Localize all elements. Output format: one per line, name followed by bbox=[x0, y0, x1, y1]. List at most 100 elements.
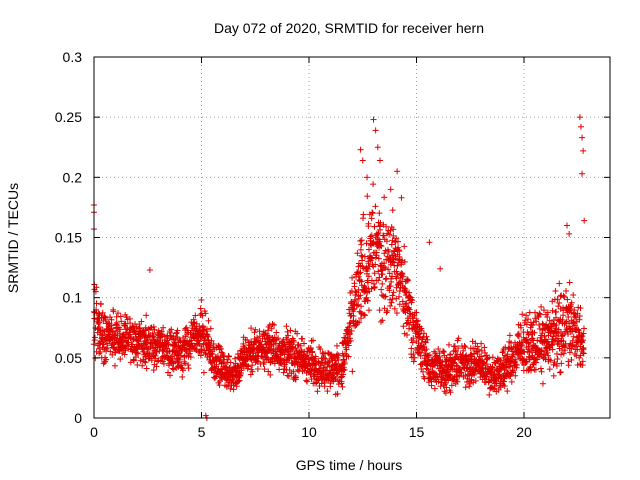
data-point bbox=[160, 360, 167, 367]
data-point bbox=[335, 352, 342, 359]
data-point bbox=[301, 340, 308, 347]
data-point bbox=[327, 371, 334, 378]
data-point bbox=[221, 360, 228, 367]
data-point bbox=[238, 367, 245, 374]
data-point bbox=[268, 325, 275, 332]
data-point bbox=[349, 368, 356, 375]
data-point bbox=[177, 352, 184, 359]
data-point bbox=[420, 330, 427, 337]
data-point bbox=[371, 270, 378, 277]
data-point bbox=[357, 146, 364, 153]
data-point bbox=[442, 390, 449, 397]
data-point bbox=[382, 276, 389, 283]
data-point bbox=[580, 147, 587, 154]
data-point bbox=[183, 324, 190, 331]
data-point bbox=[351, 283, 358, 290]
data-point bbox=[466, 380, 473, 387]
data-point bbox=[222, 363, 229, 370]
data-point bbox=[441, 381, 448, 388]
data-point bbox=[132, 354, 139, 361]
data-point bbox=[483, 373, 490, 380]
data-point bbox=[538, 303, 545, 310]
data-point bbox=[199, 312, 206, 319]
data-point bbox=[343, 346, 350, 353]
data-point bbox=[375, 268, 382, 275]
data-point bbox=[160, 324, 167, 331]
data-point bbox=[254, 334, 261, 341]
data-point bbox=[368, 215, 375, 222]
data-point bbox=[364, 279, 371, 286]
data-point bbox=[396, 248, 403, 255]
data-point bbox=[108, 316, 115, 323]
data-point bbox=[580, 325, 587, 332]
data-point bbox=[378, 243, 385, 250]
data-point bbox=[417, 343, 424, 350]
data-point bbox=[172, 347, 179, 354]
data-point bbox=[345, 353, 352, 360]
data-point bbox=[565, 313, 572, 320]
data-point bbox=[285, 332, 292, 339]
data-point bbox=[385, 266, 392, 273]
data-point bbox=[489, 354, 496, 361]
data-point bbox=[399, 298, 406, 305]
data-point bbox=[150, 367, 157, 374]
data-point bbox=[401, 258, 408, 265]
data-point bbox=[256, 328, 263, 335]
data-point bbox=[227, 385, 234, 392]
data-point bbox=[102, 316, 109, 323]
data-point bbox=[180, 367, 187, 374]
data-point bbox=[474, 343, 481, 350]
data-point bbox=[345, 331, 352, 338]
data-point bbox=[95, 320, 102, 327]
y-tick-label: 0 bbox=[74, 410, 82, 426]
data-point bbox=[294, 366, 301, 373]
data-point bbox=[371, 223, 378, 230]
data-point bbox=[405, 277, 412, 284]
data-point bbox=[249, 362, 256, 369]
data-point bbox=[426, 352, 433, 359]
data-point bbox=[234, 364, 241, 371]
data-point bbox=[370, 116, 377, 123]
data-point bbox=[376, 274, 383, 281]
data-point bbox=[396, 293, 403, 300]
data-point bbox=[388, 278, 395, 285]
data-point bbox=[537, 365, 544, 372]
data-point bbox=[142, 324, 149, 331]
data-point bbox=[175, 363, 182, 370]
data-point bbox=[357, 292, 364, 299]
data-point bbox=[358, 237, 365, 244]
data-point bbox=[214, 353, 221, 360]
data-point bbox=[491, 370, 498, 377]
data-point bbox=[489, 364, 496, 371]
data-point bbox=[394, 281, 401, 288]
data-point bbox=[402, 309, 409, 316]
data-point bbox=[394, 262, 401, 269]
data-point bbox=[215, 342, 222, 349]
data-point bbox=[101, 313, 108, 320]
data-point bbox=[432, 370, 439, 377]
data-point bbox=[192, 345, 199, 352]
data-points bbox=[90, 114, 588, 421]
data-point bbox=[134, 361, 141, 368]
data-point bbox=[357, 246, 364, 253]
data-point bbox=[348, 327, 355, 334]
data-point bbox=[386, 231, 393, 238]
data-point bbox=[275, 335, 282, 342]
data-point bbox=[261, 366, 268, 373]
data-point bbox=[564, 222, 570, 229]
data-point bbox=[546, 366, 553, 373]
data-point bbox=[354, 250, 361, 257]
data-point bbox=[396, 288, 403, 295]
data-point bbox=[225, 353, 232, 360]
data-point bbox=[576, 114, 583, 121]
data-point bbox=[458, 369, 465, 376]
data-point bbox=[317, 346, 324, 353]
data-point bbox=[360, 311, 367, 318]
data-point bbox=[553, 308, 560, 315]
data-point bbox=[169, 365, 176, 372]
data-point bbox=[398, 270, 405, 277]
data-point bbox=[453, 362, 460, 369]
data-point bbox=[254, 365, 261, 372]
data-point bbox=[368, 285, 375, 292]
data-point bbox=[429, 363, 436, 370]
